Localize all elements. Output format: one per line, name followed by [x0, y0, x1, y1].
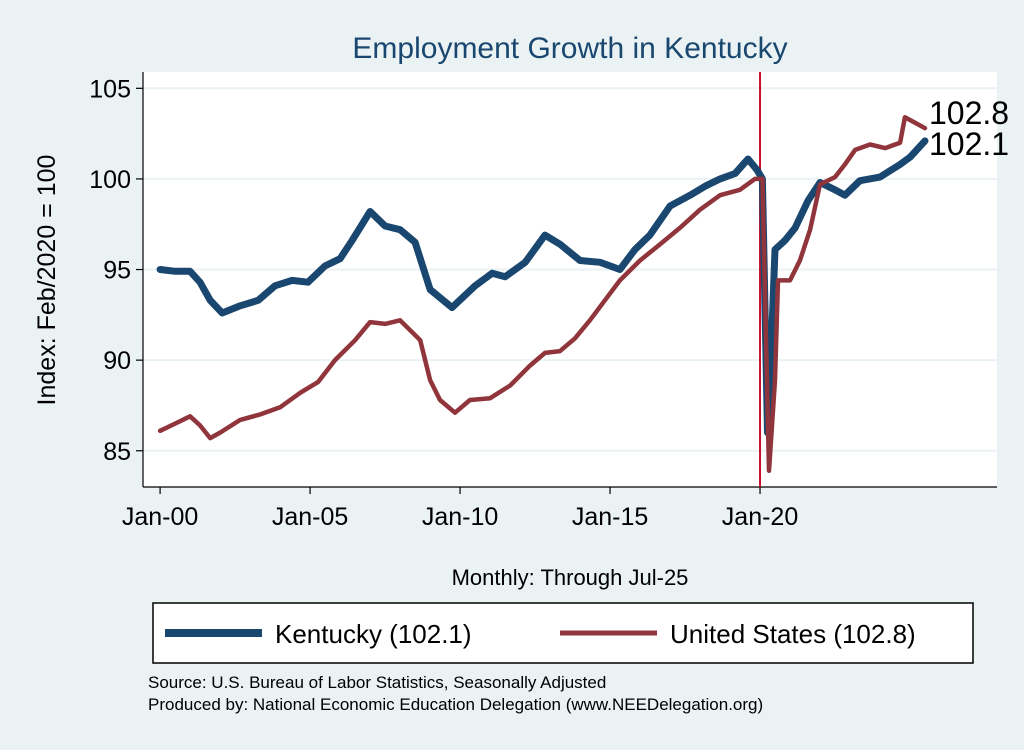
- gridlines: [143, 87, 997, 452]
- x-tick-label: Jan-10: [422, 503, 498, 531]
- y-tick-label: 85: [103, 438, 131, 466]
- legend: Kentucky (102.1) United States (102.8): [152, 602, 974, 664]
- series-line-kentucky: [156, 137, 929, 437]
- legend-label-united-states: United States (102.8): [670, 619, 916, 649]
- end-label-kentucky: 102.1: [929, 126, 1009, 162]
- y-tick-label: 90: [103, 347, 131, 375]
- source-note: Source: U.S. Bureau of Labor Statistics,…: [148, 673, 606, 692]
- x-tick-label: Jan-20: [722, 503, 798, 531]
- x-tick-label: Jan-05: [272, 503, 348, 531]
- x-axis-title: Monthly: Through Jul-25: [452, 565, 689, 590]
- y-tick-label: 95: [103, 257, 131, 285]
- plot-area: [143, 72, 997, 487]
- y-axis-title: Index: Feb/2020 = 100: [33, 155, 61, 406]
- series-lines: [156, 115, 929, 473]
- y-axis: 85 90 95 100 105: [89, 72, 144, 487]
- x-axis: Jan-00 Jan-05 Jan-10 Jan-15 Jan-20: [122, 486, 997, 531]
- end-label-united-states: 102.8: [929, 95, 1009, 131]
- y-tick-label: 100: [89, 166, 131, 194]
- produced-by-note: Produced by: National Economic Education…: [148, 695, 763, 714]
- chart-title: Employment Growth in Kentucky: [352, 32, 787, 65]
- legend-label-kentucky: Kentucky (102.1): [275, 619, 472, 649]
- x-tick-label: Jan-00: [122, 503, 198, 531]
- x-tick-label: Jan-15: [572, 503, 648, 531]
- y-tick-label: 105: [89, 75, 131, 103]
- series-line-united-states: [157, 115, 928, 473]
